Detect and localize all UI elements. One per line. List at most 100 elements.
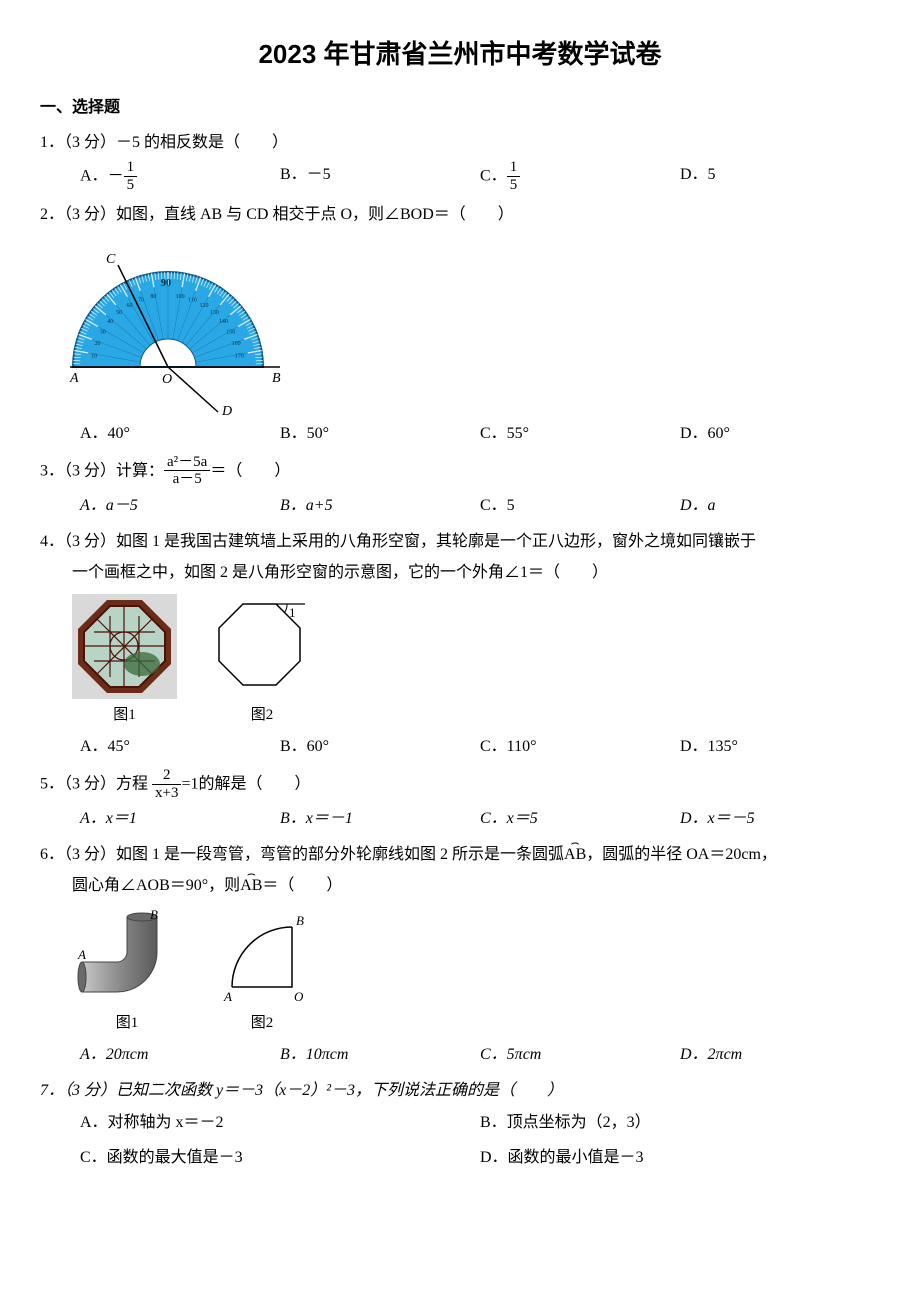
label-A: A [77,947,86,962]
q5-choice-b: B．x＝－1 [280,804,480,834]
svg-text:10: 10 [91,353,97,359]
fraction: 2x+3 [152,767,181,801]
q2-figure: 9010203040506070801001101201301401501601… [40,237,880,417]
q4-fig1: 图1 [72,594,177,730]
q3-choice-a: A．a－5 [80,491,280,521]
pipe-photo-icon: A B [72,907,182,1007]
eq-text: =1 [181,776,198,793]
label-B: B [150,907,158,922]
question-5: 5．（3 分）方程 2x+3=1的解是（ ） A．x＝1 B．x＝－1 C．x＝… [40,768,880,834]
q4-choice-c: C．110° [480,732,680,762]
arc-ab: AB [240,871,262,901]
stem-text: 的解是（ ） [199,776,311,793]
label-O: O [162,372,172,387]
svg-text:150: 150 [226,329,235,335]
q2-stem: 2．（3 分）如图，直线 AB 与 CD 相交于点 O，则∠BOD＝（ ） [40,200,880,230]
q4-choice-a: A．45° [80,732,280,762]
q3-choice-d: D．a [680,491,880,521]
octagon-diagram-icon: 1 [207,594,317,699]
question-4: 4．（3 分）如图 1 是我国古建筑墙上采用的八角形空窗，其轮廓是一个正八边形，… [40,527,880,762]
q1-choices: A．－15 B．－5 C．15 D．5 [40,160,880,194]
svg-text:30: 30 [100,329,106,335]
stem-text: 3．（3 分）计算： [40,463,164,480]
q4-figures: 图1 1 图2 [40,594,880,730]
q6-choices: A．20πcm B．10πcm C．5πcm D．2πcm [40,1040,880,1070]
choice-text: A．x＝1 [80,810,137,827]
stem-text: 6．（3 分）如图 1 是一段弯管，弯管的部分外轮廓线如图 2 所示是一条圆弧 [40,846,564,863]
stem-text: 2．（3 分）如图，直线 AB 与 CD 相交于点 O，则∠BOD＝（ ） [40,206,514,223]
q7-choice-a: A．对称轴为 x＝－2 [80,1108,480,1138]
label-B: B [296,913,304,928]
svg-text:70: 70 [138,297,144,303]
label-O: O [294,989,304,1004]
numerator: 1 [507,159,521,177]
fraction: a²－5aa－5 [164,454,210,488]
arc-diagram-icon: A B O [212,907,312,1007]
svg-text:90: 90 [161,278,171,289]
svg-text:60: 60 [127,302,133,308]
q5-stem: 5．（3 分）方程 2x+3=1的解是（ ） [40,768,880,802]
page-title: 2023 年甘肃省兰州市中考数学试卷 [40,30,880,79]
q6-choice-b: B．10πcm [280,1040,480,1070]
svg-text:20: 20 [94,341,100,347]
q7-choice-d: D．函数的最小值是－3 [480,1143,880,1173]
q4-stem1: 4．（3 分）如图 1 是我国古建筑墙上采用的八角形空窗，其轮廓是一个正八边形，… [40,527,880,557]
choice-text: C．x＝5 [480,810,538,827]
q6-choice-a: A．20πcm [80,1040,280,1070]
choice-text: D．x＝－5 [680,810,755,827]
label-B: B [272,371,281,386]
q1-choice-d: D．5 [680,160,880,194]
q4-choice-d: D．135° [680,732,880,762]
q4-stem2: 一个画框之中，如图 2 是八角形空窗的示意图，它的一个外角∠1＝（ ） [40,558,880,588]
label-D: D [221,404,232,417]
q4-fig2: 1 图2 [207,594,317,730]
label-C: C [106,252,116,267]
q2-choices: A．40° B．50° C．55° D．60° [40,419,880,449]
q3-choice-b: B．a+5 [280,491,480,521]
denominator: x+3 [152,785,181,802]
q1-choice-b: B．－5 [280,160,480,194]
q2-choice-d: D．60° [680,419,880,449]
fig-caption: 图1 [72,1009,182,1038]
q3-choice-c: C．5 [480,491,680,521]
denominator: 5 [507,177,521,194]
stem-text: 7．（3 分）已知二次函数 y＝－3（x－2）²－3，下列说法正确的是（ ） [40,1082,563,1099]
choice-text: C．5πcm [480,1046,541,1063]
q4-choice-b: B．60° [280,732,480,762]
label-A: A [223,989,232,1004]
svg-text:110: 110 [188,297,197,303]
svg-text:80: 80 [150,294,156,300]
q6-stem2: 圆心角∠AOB＝90°，则AB＝（ ） [40,871,880,901]
q7-choice-b: B．顶点坐标为（2，3） [480,1108,880,1138]
octagon-photo-icon [72,594,177,699]
choice-label: A． [80,168,108,185]
stem-text: ＝（ ） [262,877,342,894]
q5-choice-a: A．x＝1 [80,804,280,834]
q2-choice-a: A．40° [80,419,280,449]
question-1: 1．（3 分）－5 的相反数是（ ） A．－15 B．－5 C．15 D．5 [40,128,880,194]
q1-stem: 1．（3 分）－5 的相反数是（ ） [40,128,880,158]
q6-choice-d: D．2πcm [680,1040,880,1070]
stem-text: 5．（3 分）方程 [40,776,152,793]
q6-stem1: 6．（3 分）如图 1 是一段弯管，弯管的部分外轮廓线如图 2 所示是一条圆弧A… [40,840,880,870]
svg-text:120: 120 [200,302,209,308]
q6-figures: A B 图1 A B O 图2 [40,907,880,1038]
choice-label: C． [480,168,507,185]
q7-choice-c: C．函数的最大值是－3 [80,1143,480,1173]
neg-sign: － [108,168,124,185]
svg-text:170: 170 [235,353,244,359]
numerator: 1 [124,159,138,177]
q2-choice-c: C．55° [480,419,680,449]
question-6: 6．（3 分）如图 1 是一段弯管，弯管的部分外轮廓线如图 2 所示是一条圆弧 A… [40,840,880,1070]
svg-text:50: 50 [116,310,122,316]
q5-choice-c: C．x＝5 [480,804,680,834]
choice-text: B．x＝－1 [280,810,353,827]
angle-label: 1 [289,605,296,620]
q4-choices: A．45° B．60° C．110° D．135° [40,732,880,762]
numerator: a²－5a [164,454,210,472]
q5-choices: A．x＝1 B．x＝－1 C．x＝5 D．x＝－5 [40,804,880,834]
fraction: 15 [124,159,138,193]
choice-text: D．2πcm [680,1046,742,1063]
choice-text: A．a－5 [80,497,138,514]
svg-text:140: 140 [219,319,228,325]
